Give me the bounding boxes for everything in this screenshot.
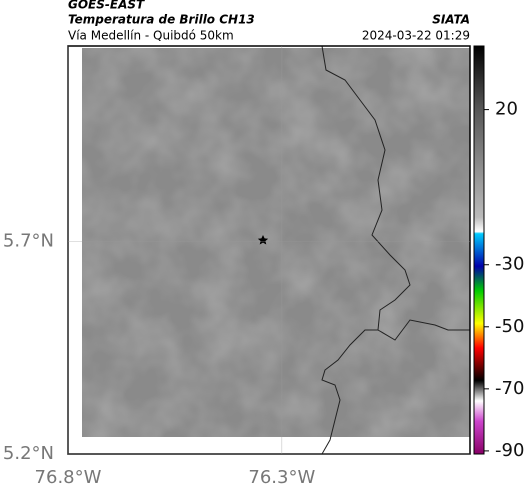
title: Temperatura de Brillo CH13 — [68, 13, 255, 27]
colorbar-tick-label: -50 — [495, 316, 524, 337]
location-marker — [257, 235, 269, 245]
x-tick-label: 76.8°W — [35, 467, 102, 488]
organization: SIATA — [432, 13, 470, 27]
colorbar — [473, 45, 485, 455]
datetime: 2024-03-22 01:29 — [362, 29, 470, 43]
x-tick-label: 76.3°W — [248, 467, 315, 488]
y-tick-label: 5.2°N — [3, 443, 54, 464]
boundary — [321, 45, 470, 455]
image-texture — [82, 48, 470, 437]
colorbar-tick-label: -30 — [495, 254, 524, 275]
source: GOES-EAST — [68, 0, 145, 12]
colorbar-tick-label: -90 — [495, 440, 524, 461]
y-tick-label: 5.7°N — [3, 231, 54, 252]
subtitle: Vía Medellín - Quibdó 50km — [68, 29, 234, 43]
map-area — [67, 45, 471, 455]
colorbar-tick-label: 20 — [495, 99, 518, 120]
colorbar-tick-label: -70 — [495, 378, 524, 399]
